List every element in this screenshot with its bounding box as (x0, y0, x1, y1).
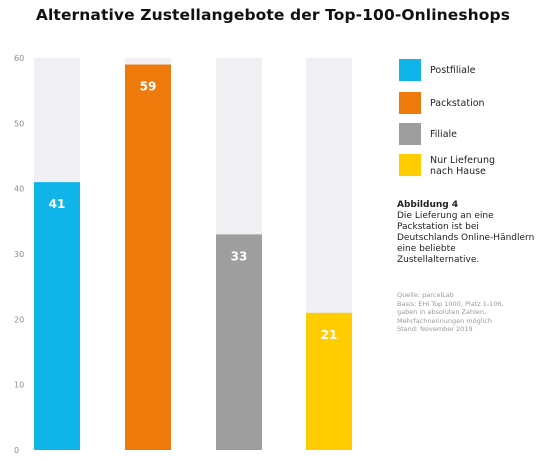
source-line: Basis: EHI Top 1000, Platz 1-106, (397, 299, 504, 308)
caption-title: Abbildung 4 (397, 200, 459, 210)
legend-item-postfiliale: Postfiliale (399, 59, 539, 85)
legend-swatch-postfiliale (399, 59, 421, 81)
source-line: Quelle: parcelLab (397, 291, 454, 299)
y-tick-label: 40 (14, 185, 24, 194)
data-label: 21 (321, 328, 338, 342)
legend-label: Packstation (430, 98, 485, 109)
legend-swatch-nur-lieferung (399, 154, 421, 176)
figure-caption: Abbildung 4 Die Lieferung an eine Packst… (397, 200, 537, 266)
bar (306, 312, 352, 450)
y-tick-label: 0 (14, 446, 19, 455)
y-tick-label: 60 (14, 54, 24, 63)
y-tick-label: 30 (14, 250, 24, 259)
legend-item-filiale: Filiale (399, 123, 539, 149)
chart-title: Alternative Zustellangebote der Top-100-… (35, 6, 511, 24)
legend-label: Postfiliale (430, 65, 476, 76)
data-label: 41 (49, 197, 66, 211)
legend-label: Nur Lieferung nach Hause (430, 155, 495, 177)
source-line: gaben in absoluten Zahlen, (397, 308, 487, 316)
caption-text: Die Lieferung an eine Packstation ist be… (397, 211, 535, 265)
bar (125, 64, 171, 451)
y-tick-label: 20 (14, 315, 24, 324)
bar-chart: 0 10 20 30 40 50 60 41 59 33 21 (14, 54, 352, 455)
legend-swatch-packstation (399, 92, 421, 114)
legend-label: Filiale (430, 129, 457, 140)
legend-item-nur-lieferung: Nur Lieferung nach Hause (399, 154, 539, 180)
legend-item-packstation: Packstation (399, 92, 539, 118)
data-label: 59 (140, 80, 157, 94)
source-line: Stand: November 2019 (397, 325, 473, 333)
y-tick-label: 10 (14, 381, 24, 390)
y-tick-label: 50 (14, 119, 24, 128)
bar (216, 234, 262, 450)
legend-swatch-filiale (399, 123, 421, 145)
bar (34, 182, 80, 450)
source-line: Mehrfachnennungen möglich (397, 316, 493, 325)
data-label: 33 (231, 249, 248, 263)
source-note: Quelle: parcelLab Basis: EHI Top 1000, P… (397, 291, 537, 334)
